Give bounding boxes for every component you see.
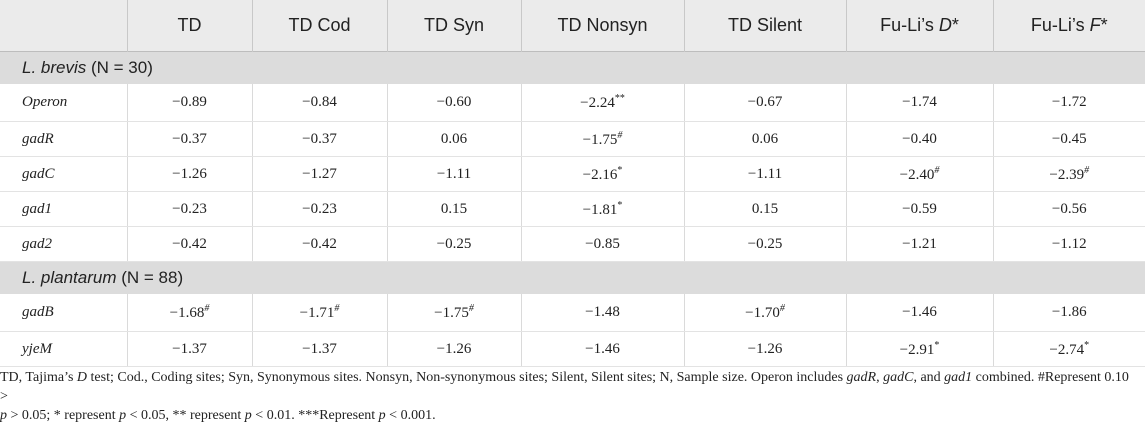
tajima-d-results-table: TD TD Cod TD Syn TD Nonsyn TD Silent Fu-… xyxy=(0,0,1145,367)
value-cell: −2.24** xyxy=(521,84,685,122)
value-cell: −1.11 xyxy=(387,156,522,192)
value-cell: −1.75# xyxy=(387,294,522,332)
section-label: L. plantarum (N = 88) xyxy=(0,261,1145,294)
header-blank xyxy=(0,0,128,52)
gene-name-cell: yjeM xyxy=(0,331,128,367)
results-table-container: TD TD Cod TD Syn TD Nonsyn TD Silent Fu-… xyxy=(0,0,1145,367)
sample-size: (N = 30) xyxy=(90,58,153,77)
section-row: L. brevis (N = 30) xyxy=(0,51,1145,84)
value-cell: −1.81* xyxy=(521,191,685,227)
section-row: L. plantarum (N = 88) xyxy=(0,261,1145,294)
header-fu-li-f: Fu-Li’s F* xyxy=(993,0,1145,52)
value-cell: −0.23 xyxy=(252,191,388,227)
gene-name-cell: gadB xyxy=(0,294,128,332)
header-td-cod: TD Cod xyxy=(252,0,388,52)
value-cell: −0.89 xyxy=(127,84,253,122)
value-cell: 0.15 xyxy=(684,191,847,227)
header-td: TD xyxy=(127,0,253,52)
value-cell: −0.56 xyxy=(993,191,1145,227)
value-cell: −1.46 xyxy=(846,294,994,332)
value-cell: 0.15 xyxy=(387,191,522,227)
value-cell: −0.59 xyxy=(846,191,994,227)
value-cell: −0.40 xyxy=(846,121,994,157)
table-row: gad2 −0.42 −0.42 −0.25 −0.85 −0.25 −1.21 −1.12 xyxy=(0,226,1145,262)
gene-name-cell: gadC xyxy=(0,156,128,192)
header-td-nonsyn: TD Nonsyn xyxy=(521,0,685,52)
table-row: yjeM −1.37 −1.37 −1.26 −1.46 −1.26 −2.91* −2.74… xyxy=(0,331,1145,367)
value-cell: −2.91* xyxy=(846,331,994,367)
value-cell: −1.37 xyxy=(252,331,388,367)
value-cell: −0.25 xyxy=(684,226,847,262)
value-cell: −0.42 xyxy=(127,226,253,262)
value-cell: −1.68# xyxy=(127,294,253,332)
value-cell: −0.85 xyxy=(521,226,685,262)
value-cell: −1.75# xyxy=(521,121,685,157)
gene-name-cell: Operon xyxy=(0,84,128,122)
table-header-row: TD TD Cod TD Syn TD Nonsyn TD Silent Fu-… xyxy=(0,0,1145,52)
value-cell: −0.84 xyxy=(252,84,388,122)
value-cell: −0.25 xyxy=(387,226,522,262)
species-name: L. brevis xyxy=(22,58,87,77)
header-td-silent: TD Silent xyxy=(684,0,847,52)
header-fu-li-d: Fu-Li’s D* xyxy=(846,0,994,52)
table-body: L. brevis (N = 30) Operon −0.89 −0.84 −0.60−… xyxy=(0,51,1145,367)
sample-size: (N = 88) xyxy=(121,268,184,287)
value-cell: −0.42 xyxy=(252,226,388,262)
value-cell: −0.37 xyxy=(127,121,253,157)
gene-name-cell: gad2 xyxy=(0,226,128,262)
value-cell: −1.27 xyxy=(252,156,388,192)
value-cell: −1.48 xyxy=(521,294,685,332)
value-cell: −2.16* xyxy=(521,156,685,192)
value-cell: −1.37 xyxy=(127,331,253,367)
value-cell: −1.26 xyxy=(684,331,847,367)
value-cell: −1.70# xyxy=(684,294,847,332)
footnote-line-1: TD, Tajima’s D test; Cod., Coding sites;… xyxy=(0,370,1129,404)
table-row: Operon −0.89 −0.84 −0.60 −2.24** −0.67 −1.74 −1… xyxy=(0,84,1145,122)
value-cell: −1.46 xyxy=(521,331,685,367)
value-cell: −0.67 xyxy=(684,84,847,122)
table-row: gadC −1.26 −1.27 −1.11 −2.16* −1.11 −2.40# −2.3… xyxy=(0,156,1145,192)
species-name: L. plantarum xyxy=(22,268,117,287)
value-cell: −1.26 xyxy=(387,331,522,367)
table-row: gadR −0.37 −0.37 0.06 −1.75# 0.06 −0.40 −0.45 xyxy=(0,121,1145,157)
value-cell: −1.26 xyxy=(127,156,253,192)
value-cell: −1.72 xyxy=(993,84,1145,122)
value-cell: −2.40# xyxy=(846,156,994,192)
value-cell: −1.21 xyxy=(846,226,994,262)
value-cell: 0.06 xyxy=(684,121,847,157)
value-cell: −2.39# xyxy=(993,156,1145,192)
footnote-line-2: p > 0.05; * represent p < 0.05, ** repre… xyxy=(0,408,436,423)
value-cell: −1.86 xyxy=(993,294,1145,332)
value-cell: −0.23 xyxy=(127,191,253,227)
gene-name-cell: gad1 xyxy=(0,191,128,227)
value-cell: −2.74* xyxy=(993,331,1145,367)
table-row: gad1 −0.23 −0.23 0.15 −1.81* 0.15 −0.59 −0.56 xyxy=(0,191,1145,227)
value-cell: −1.71# xyxy=(252,294,388,332)
value-cell: 0.06 xyxy=(387,121,522,157)
value-cell: −1.12 xyxy=(993,226,1145,262)
value-cell: −0.37 xyxy=(252,121,388,157)
section-label: L. brevis (N = 30) xyxy=(0,51,1145,84)
value-cell: −1.11 xyxy=(684,156,847,192)
table-row: gadB −1.68# −1.71# −1.75# −1.48 −1.70# −1.46 −1… xyxy=(0,294,1145,332)
table-footnote: TD, Tajima’s D test; Cod., Coding sites;… xyxy=(0,368,1140,425)
header-td-syn: TD Syn xyxy=(387,0,522,52)
gene-name-cell: gadR xyxy=(0,121,128,157)
value-cell: −1.74 xyxy=(846,84,994,122)
value-cell: −0.60 xyxy=(387,84,522,122)
value-cell: −0.45 xyxy=(993,121,1145,157)
